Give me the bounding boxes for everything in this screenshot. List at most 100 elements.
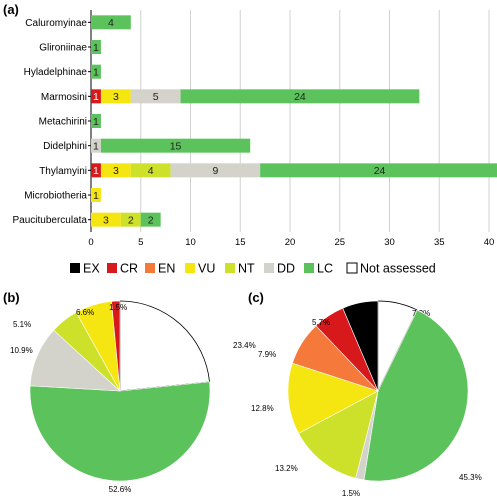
x-tick-label: 20 xyxy=(285,237,296,248)
pie-slice-label: 6.6% xyxy=(76,308,94,317)
legend-swatch xyxy=(346,262,358,274)
pie-slice-label: 10.9% xyxy=(10,346,33,355)
pie-slice-ex xyxy=(342,300,379,392)
x-tick-label: 10 xyxy=(185,237,196,248)
bar-segment-lc xyxy=(91,64,101,79)
stacked-bar-chart: 0 5 10 15 20 25 30 35 40CaluromyinaeGlironiinaeH… xyxy=(13,10,497,248)
pie-slice-label: 52.6% xyxy=(109,485,132,494)
legend-swatch xyxy=(304,263,314,273)
pie-slice-vu xyxy=(287,362,379,434)
pie-slice-label: 6.4% xyxy=(358,303,376,312)
panel-label-c: (c) xyxy=(248,290,264,305)
bar-value-label: 1 xyxy=(93,91,99,103)
bar-value-label: 1 xyxy=(93,116,99,128)
x-tick-label: 5 xyxy=(138,237,143,248)
bar-segment-dd xyxy=(170,163,261,178)
bar-segment-vu xyxy=(100,89,131,104)
pie-chart-b: 23.4% 52.6% 10.9% 5.1% 6.6% 1.5% xyxy=(10,300,256,494)
bar-segment-vu xyxy=(100,163,131,178)
category-label: Caluromyinae xyxy=(25,18,87,29)
x-tick-label: 30 xyxy=(384,237,395,248)
bar-value-label: 24 xyxy=(374,165,386,177)
bar-value-label: 3 xyxy=(103,214,109,226)
pie-slice-label: 5.1% xyxy=(13,320,31,329)
category-label: Thylamyini xyxy=(39,166,87,177)
bar-segment-lc xyxy=(100,138,251,153)
bar-value-label: 3 xyxy=(113,91,119,103)
legend-label: Not assessed xyxy=(360,262,436,276)
bar-value-label: 2 xyxy=(148,214,154,226)
pie-slice-label: 1.5% xyxy=(342,489,360,498)
pie-slice-lc xyxy=(363,309,469,482)
category-label: Microbiotheria xyxy=(24,191,87,202)
pie-slice-lc xyxy=(29,381,211,482)
bar-segment-nt xyxy=(120,212,141,227)
legend-swatch xyxy=(145,263,155,273)
bar-value-label: 4 xyxy=(108,17,114,29)
bar-value-label: 24 xyxy=(294,91,306,103)
category-label: Metachirini xyxy=(39,117,87,128)
panel-label-b: (b) xyxy=(3,290,20,305)
legend-label: LC xyxy=(317,262,333,276)
x-tick-label: 15 xyxy=(235,237,246,248)
bar-value-label: 9 xyxy=(212,165,218,177)
bar-value-label: 3 xyxy=(113,165,119,177)
bar-value-label: 1 xyxy=(93,66,99,78)
pie-slice-label: 45.3% xyxy=(459,473,482,482)
legend-label: VU xyxy=(198,262,215,276)
pie-slice-cr xyxy=(111,300,121,392)
pie-slice-label: 7.9% xyxy=(258,350,276,359)
bar-segment-lc xyxy=(91,15,131,30)
bar-value-label: 1 xyxy=(93,165,99,177)
bar-segment-lc xyxy=(91,114,101,128)
category-label: Didelphini xyxy=(43,141,87,152)
pie-chart-c: 7.2%45.3%1.5%13.2%12.8%7.9%5.7%6.4% xyxy=(251,300,482,498)
legend-label: EX xyxy=(83,262,100,276)
category-label: Hyladelphinae xyxy=(24,67,88,78)
legend-swatch xyxy=(185,263,195,273)
bar-segment-lc xyxy=(140,212,161,227)
panel-label-a: (a) xyxy=(3,2,19,17)
bar-value-label: 5 xyxy=(153,91,159,103)
pie-slice-label: 23.4% xyxy=(233,341,256,350)
pie-slice-nt xyxy=(298,390,379,479)
bar-segment-vu xyxy=(91,212,121,227)
pie-slice-label: 5.7% xyxy=(312,318,330,327)
bar-value-label: 4 xyxy=(148,165,154,177)
bar-value-label: 15 xyxy=(170,140,182,152)
bar-value-label: 1 xyxy=(93,42,99,54)
legend-label: DD xyxy=(277,262,295,276)
bar-segment-lc xyxy=(180,89,420,104)
bar-value-label: 2 xyxy=(128,214,134,226)
x-tick-label: 40 xyxy=(484,237,495,248)
category-label: Glironiinae xyxy=(39,43,87,54)
legend-label: EN xyxy=(158,262,175,276)
pie-slice-label: 1.5% xyxy=(109,303,127,312)
bar-value-label: 1 xyxy=(93,190,99,202)
category-label: Marmosini xyxy=(41,92,87,103)
bar-segment-cr xyxy=(91,163,101,178)
bar-segment-lc xyxy=(91,40,101,54)
legend-swatch xyxy=(107,263,117,273)
pie-slice-label: 13.2% xyxy=(275,464,298,473)
legend-label: NT xyxy=(238,262,255,276)
bar-segment-nt xyxy=(130,163,171,178)
bar-segment-cr xyxy=(91,89,101,104)
x-tick-label: 35 xyxy=(434,237,445,248)
legend-label: CR xyxy=(120,262,138,276)
legend-swatch xyxy=(70,263,80,273)
pie-slice-not-assessed xyxy=(119,300,210,392)
bar-segment-dd xyxy=(130,89,181,104)
bar-segment-vu xyxy=(91,188,101,202)
bar-value-label: 1 xyxy=(93,140,99,152)
category-label: Paucituberculata xyxy=(13,215,88,226)
legend-swatch xyxy=(264,263,274,273)
legend-swatch xyxy=(225,263,235,273)
x-tick-label: 25 xyxy=(334,237,345,248)
bar-segment-dd xyxy=(91,138,101,153)
x-tick-label: 0 xyxy=(88,237,93,248)
pie-slice-label: 12.8% xyxy=(251,404,274,413)
bar-segment-lc xyxy=(260,163,497,178)
legend: EX CR EN VU NT DD LC Not assessed xyxy=(70,262,436,276)
